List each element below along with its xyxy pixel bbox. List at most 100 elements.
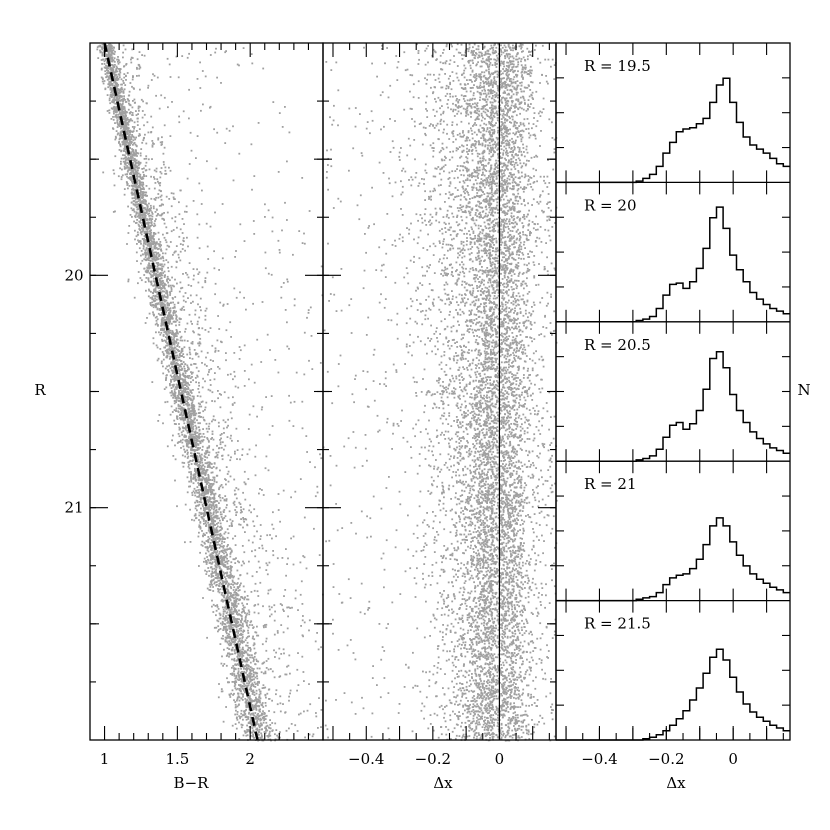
cmd-point: [197, 479, 200, 482]
cmd-point: [223, 517, 226, 519]
cmd-point: [207, 454, 210, 456]
cmd-point: [219, 441, 222, 444]
cmd-point: [140, 218, 142, 220]
cmd-point: [171, 284, 174, 287]
cmd-point: [245, 667, 248, 669]
cmd-point: [197, 388, 200, 390]
cmd-point: [241, 618, 243, 621]
cmd-point: [155, 94, 157, 97]
cmd-point: [205, 450, 207, 452]
cmd-point: [151, 381, 154, 383]
cmd-point: [237, 635, 239, 638]
cmd-point: [210, 486, 213, 489]
cmd-point: [262, 706, 265, 708]
cmd-point: [123, 73, 126, 75]
cmd-point: [201, 512, 204, 515]
cmd-point: [170, 349, 173, 352]
cmd-point: [120, 130, 123, 133]
cmd-point: [298, 713, 300, 716]
cmd-point: [204, 406, 207, 409]
cmd-point: [185, 205, 188, 208]
cmd-point: [226, 557, 228, 560]
cmd-point: [217, 315, 219, 317]
cmd-point: [163, 282, 166, 285]
cmd-point: [155, 306, 157, 309]
cmd-point: [227, 582, 230, 585]
cmd-point: [301, 427, 304, 430]
cmd-point: [242, 718, 244, 721]
cmd-point: [159, 195, 162, 198]
cmd-point: [231, 566, 233, 568]
cmd-point: [172, 455, 175, 457]
cmd-point: [151, 249, 154, 251]
cmd-point: [231, 672, 234, 675]
cmd-point: [148, 187, 151, 190]
cmd-point: [156, 295, 158, 298]
cmd-point: [182, 408, 184, 410]
cmd-point: [237, 667, 240, 670]
cmd-point: [234, 493, 236, 496]
cmd-point: [256, 717, 258, 719]
cmd-point: [191, 494, 194, 496]
cmd-point: [256, 660, 258, 662]
cmd-point: [142, 213, 144, 216]
cmd-point: [258, 724, 260, 727]
cmd-point: [127, 166, 129, 169]
cmd-point: [231, 439, 233, 442]
cmd-point: [241, 608, 244, 610]
cmd-point: [110, 44, 113, 47]
cmd-point: [242, 654, 245, 657]
cmd-point: [245, 709, 247, 711]
cmd-point: [246, 682, 248, 685]
cmd-point: [123, 107, 126, 110]
cmd-point: [132, 192, 135, 195]
cmd-point: [212, 360, 214, 362]
cmd-point: [171, 372, 174, 374]
cmd-point: [137, 179, 140, 182]
cmd-point: [111, 67, 114, 69]
cmd-point: [200, 507, 202, 510]
cmd-point: [109, 45, 111, 47]
cmd-point: [263, 624, 266, 626]
cmd-point: [233, 478, 236, 481]
cmd-point: [251, 550, 253, 553]
cmd-point: [107, 83, 110, 86]
cmd-point: [205, 525, 207, 527]
cmd-point: [189, 541, 192, 543]
cmd-point: [268, 710, 270, 712]
cmd-point: [187, 368, 189, 371]
cmd-point: [213, 582, 216, 585]
cmd-point: [306, 316, 308, 319]
cmd-point: [178, 356, 181, 359]
cmd-point: [102, 82, 105, 85]
cmd-point: [212, 575, 215, 577]
cmd-point: [200, 497, 203, 499]
cmd-point: [301, 619, 304, 622]
cmd-point: [255, 671, 258, 674]
cmd-point: [214, 500, 216, 503]
cmd-point: [184, 328, 187, 330]
cmd-point: [197, 448, 200, 451]
cmd-point: [230, 602, 233, 605]
cmd-point: [261, 643, 264, 646]
cmd-point: [210, 507, 213, 510]
cmd-point: [154, 224, 157, 227]
cmd-point: [243, 296, 245, 299]
cmd-point: [221, 558, 224, 561]
cmd-point: [166, 57, 169, 60]
cmd-point: [241, 448, 244, 451]
cmd-point: [163, 331, 166, 334]
cmd-point: [261, 544, 264, 547]
cmd-point: [175, 410, 177, 412]
cmd-point: [141, 116, 144, 119]
cmd-point: [116, 121, 119, 124]
cmd-point: [113, 76, 116, 79]
cmd-point: [166, 301, 169, 304]
cmd-point: [230, 522, 233, 524]
cmd-point: [130, 207, 133, 210]
cmd-point: [308, 210, 311, 212]
cmd-point: [226, 562, 229, 565]
cmd-point: [117, 68, 120, 70]
cmd-point: [244, 612, 246, 614]
cmd-point: [126, 140, 129, 143]
